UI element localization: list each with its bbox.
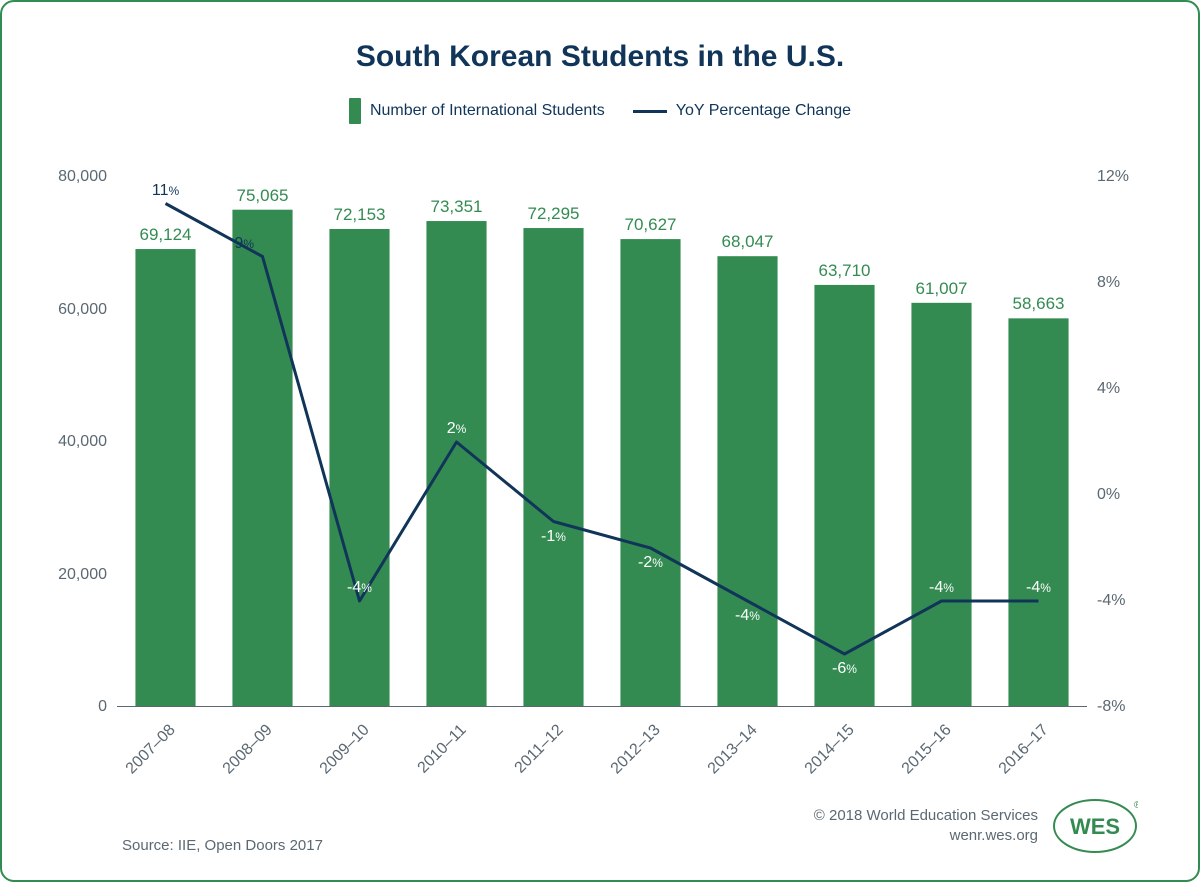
bar-value-label: 73,351 bbox=[431, 197, 483, 217]
chart-footer: Source: IIE, Open Doors 2017 © 2018 Worl… bbox=[2, 798, 1198, 854]
line-value-label: -4% bbox=[735, 607, 760, 625]
footer-right-block: © 2018 World Education Services wenr.wes… bbox=[814, 798, 1138, 854]
line-value-label: 2% bbox=[447, 420, 467, 438]
y-left-tick-label: 80,000 bbox=[58, 168, 107, 186]
bar-value-label: 63,710 bbox=[819, 261, 871, 281]
y-right-tick-label: 4% bbox=[1097, 380, 1120, 398]
bar bbox=[329, 229, 389, 707]
bar bbox=[426, 221, 486, 707]
bar-value-label: 75,065 bbox=[237, 186, 289, 206]
chart-title: South Korean Students in the U.S. bbox=[2, 40, 1198, 74]
bar-value-label: 72,295 bbox=[528, 204, 580, 224]
line-value-label: -2% bbox=[638, 554, 663, 572]
y-left-tick-label: 20,000 bbox=[58, 566, 107, 584]
chart-plot-area: 020,00040,00060,00080,000-8%-4%0%4%8%12%… bbox=[117, 177, 1087, 707]
bar-value-label: 72,153 bbox=[334, 205, 386, 225]
legend-line-item: YoY Percentage Change bbox=[633, 102, 851, 120]
line-value-label: -4% bbox=[929, 579, 954, 597]
x-axis-baseline bbox=[117, 706, 1087, 707]
legend-line-label: YoY Percentage Change bbox=[676, 102, 851, 120]
y-right-tick-label: 8% bbox=[1097, 274, 1120, 292]
x-tick-label: 2010–11 bbox=[414, 721, 470, 777]
x-tick-label: 2008–09 bbox=[219, 721, 276, 778]
bar-value-label: 58,663 bbox=[1013, 294, 1065, 314]
copyright-text: © 2018 World Education Services bbox=[814, 806, 1038, 826]
y-left-tick-label: 0 bbox=[98, 698, 107, 716]
x-tick-label: 2007–08 bbox=[122, 721, 179, 778]
y-right-tick-label: -8% bbox=[1097, 698, 1125, 716]
chart-frame: South Korean Students in the U.S. Number… bbox=[0, 0, 1200, 882]
line-value-label: 9% bbox=[234, 235, 254, 253]
bar bbox=[1008, 318, 1068, 707]
y-left-tick-label: 60,000 bbox=[58, 301, 107, 319]
source-text: Source: IIE, Open Doors 2017 bbox=[122, 837, 323, 854]
bar-value-label: 70,627 bbox=[625, 215, 677, 235]
line-value-label: -4% bbox=[1026, 579, 1051, 597]
chart-legend: Number of International Students YoY Per… bbox=[2, 98, 1198, 124]
wes-logo-icon: WES ® bbox=[1052, 798, 1138, 854]
x-tick-label: 2009–10 bbox=[316, 721, 373, 778]
x-tick-label: 2012–13 bbox=[607, 721, 664, 778]
legend-bar-swatch bbox=[349, 98, 361, 124]
x-tick-label: 2011–12 bbox=[511, 721, 567, 777]
svg-text:®: ® bbox=[1134, 800, 1138, 811]
bar bbox=[620, 239, 680, 707]
legend-bar-label: Number of International Students bbox=[370, 102, 605, 120]
y-right-tick-label: 12% bbox=[1097, 168, 1129, 186]
bar bbox=[232, 210, 292, 707]
y-left-tick-label: 40,000 bbox=[58, 433, 107, 451]
line-value-label: -6% bbox=[832, 660, 857, 678]
url-text: wenr.wes.org bbox=[814, 826, 1038, 846]
line-value-label: -1% bbox=[541, 528, 566, 546]
svg-text:WES: WES bbox=[1070, 814, 1120, 839]
y-right-tick-label: 0% bbox=[1097, 486, 1120, 504]
legend-line-swatch bbox=[633, 110, 667, 113]
x-tick-label: 2015–16 bbox=[898, 721, 955, 778]
bar bbox=[135, 249, 195, 707]
copyright-block: © 2018 World Education Services wenr.wes… bbox=[814, 806, 1038, 847]
legend-bar-item: Number of International Students bbox=[349, 98, 605, 124]
x-tick-label: 2016–17 bbox=[995, 721, 1052, 778]
bar-value-label: 68,047 bbox=[722, 232, 774, 252]
yoy-line bbox=[166, 204, 1039, 655]
bar bbox=[717, 256, 777, 707]
bar bbox=[523, 228, 583, 707]
bar-value-label: 61,007 bbox=[916, 279, 968, 299]
line-value-label: 11% bbox=[152, 182, 179, 200]
y-right-tick-label: -4% bbox=[1097, 592, 1125, 610]
line-value-label: -4% bbox=[347, 579, 372, 597]
x-tick-label: 2013–14 bbox=[704, 721, 761, 778]
x-tick-label: 2014–15 bbox=[801, 721, 858, 778]
bar bbox=[911, 303, 971, 707]
bar-value-label: 69,124 bbox=[140, 225, 192, 245]
